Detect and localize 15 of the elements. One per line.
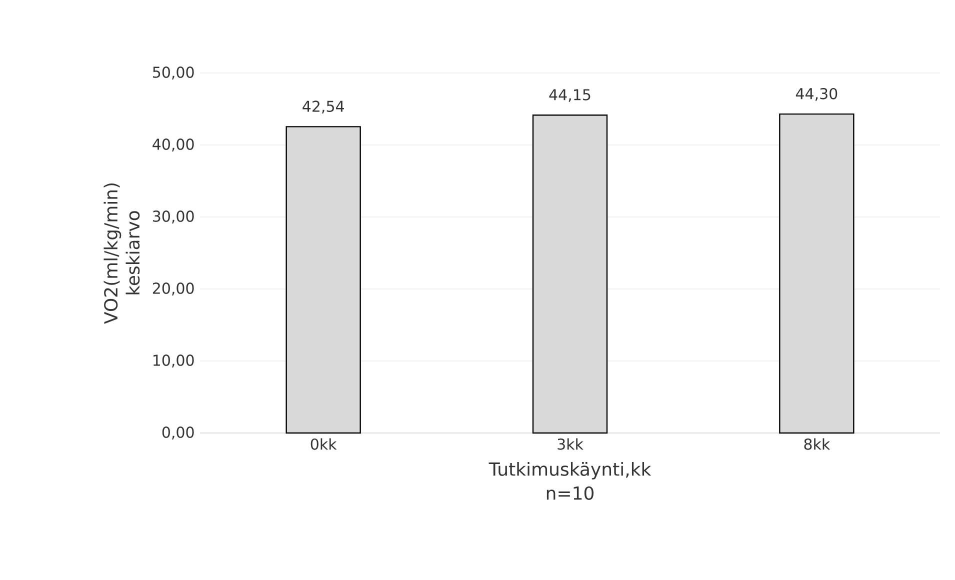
data-label: 44,15 [549,89,590,102]
y-tick-label: 0,00 [162,426,194,440]
y-tick-label: 10,00 [154,354,194,368]
text: n=10 [546,486,594,500]
y-tick-label: 30,00 [153,210,194,224]
y-axis-title: VO2(ml/kg/min) keskiarvo [104,183,140,324]
data-label: 44,30 [796,88,838,101]
y-tick-label: 40,00 [152,138,194,152]
x-tick-label: 3kk [558,438,584,450]
y-tick-label: 20,00 [152,282,194,296]
y-tick-label: 50,00 [153,66,194,80]
x-tick-label: 0kk [310,438,337,450]
x-axis-title: Tutkimuskäynti,kk [488,462,652,480]
x-tick-label: 8kk [804,438,830,450]
data-label: 42,54 [302,100,344,114]
